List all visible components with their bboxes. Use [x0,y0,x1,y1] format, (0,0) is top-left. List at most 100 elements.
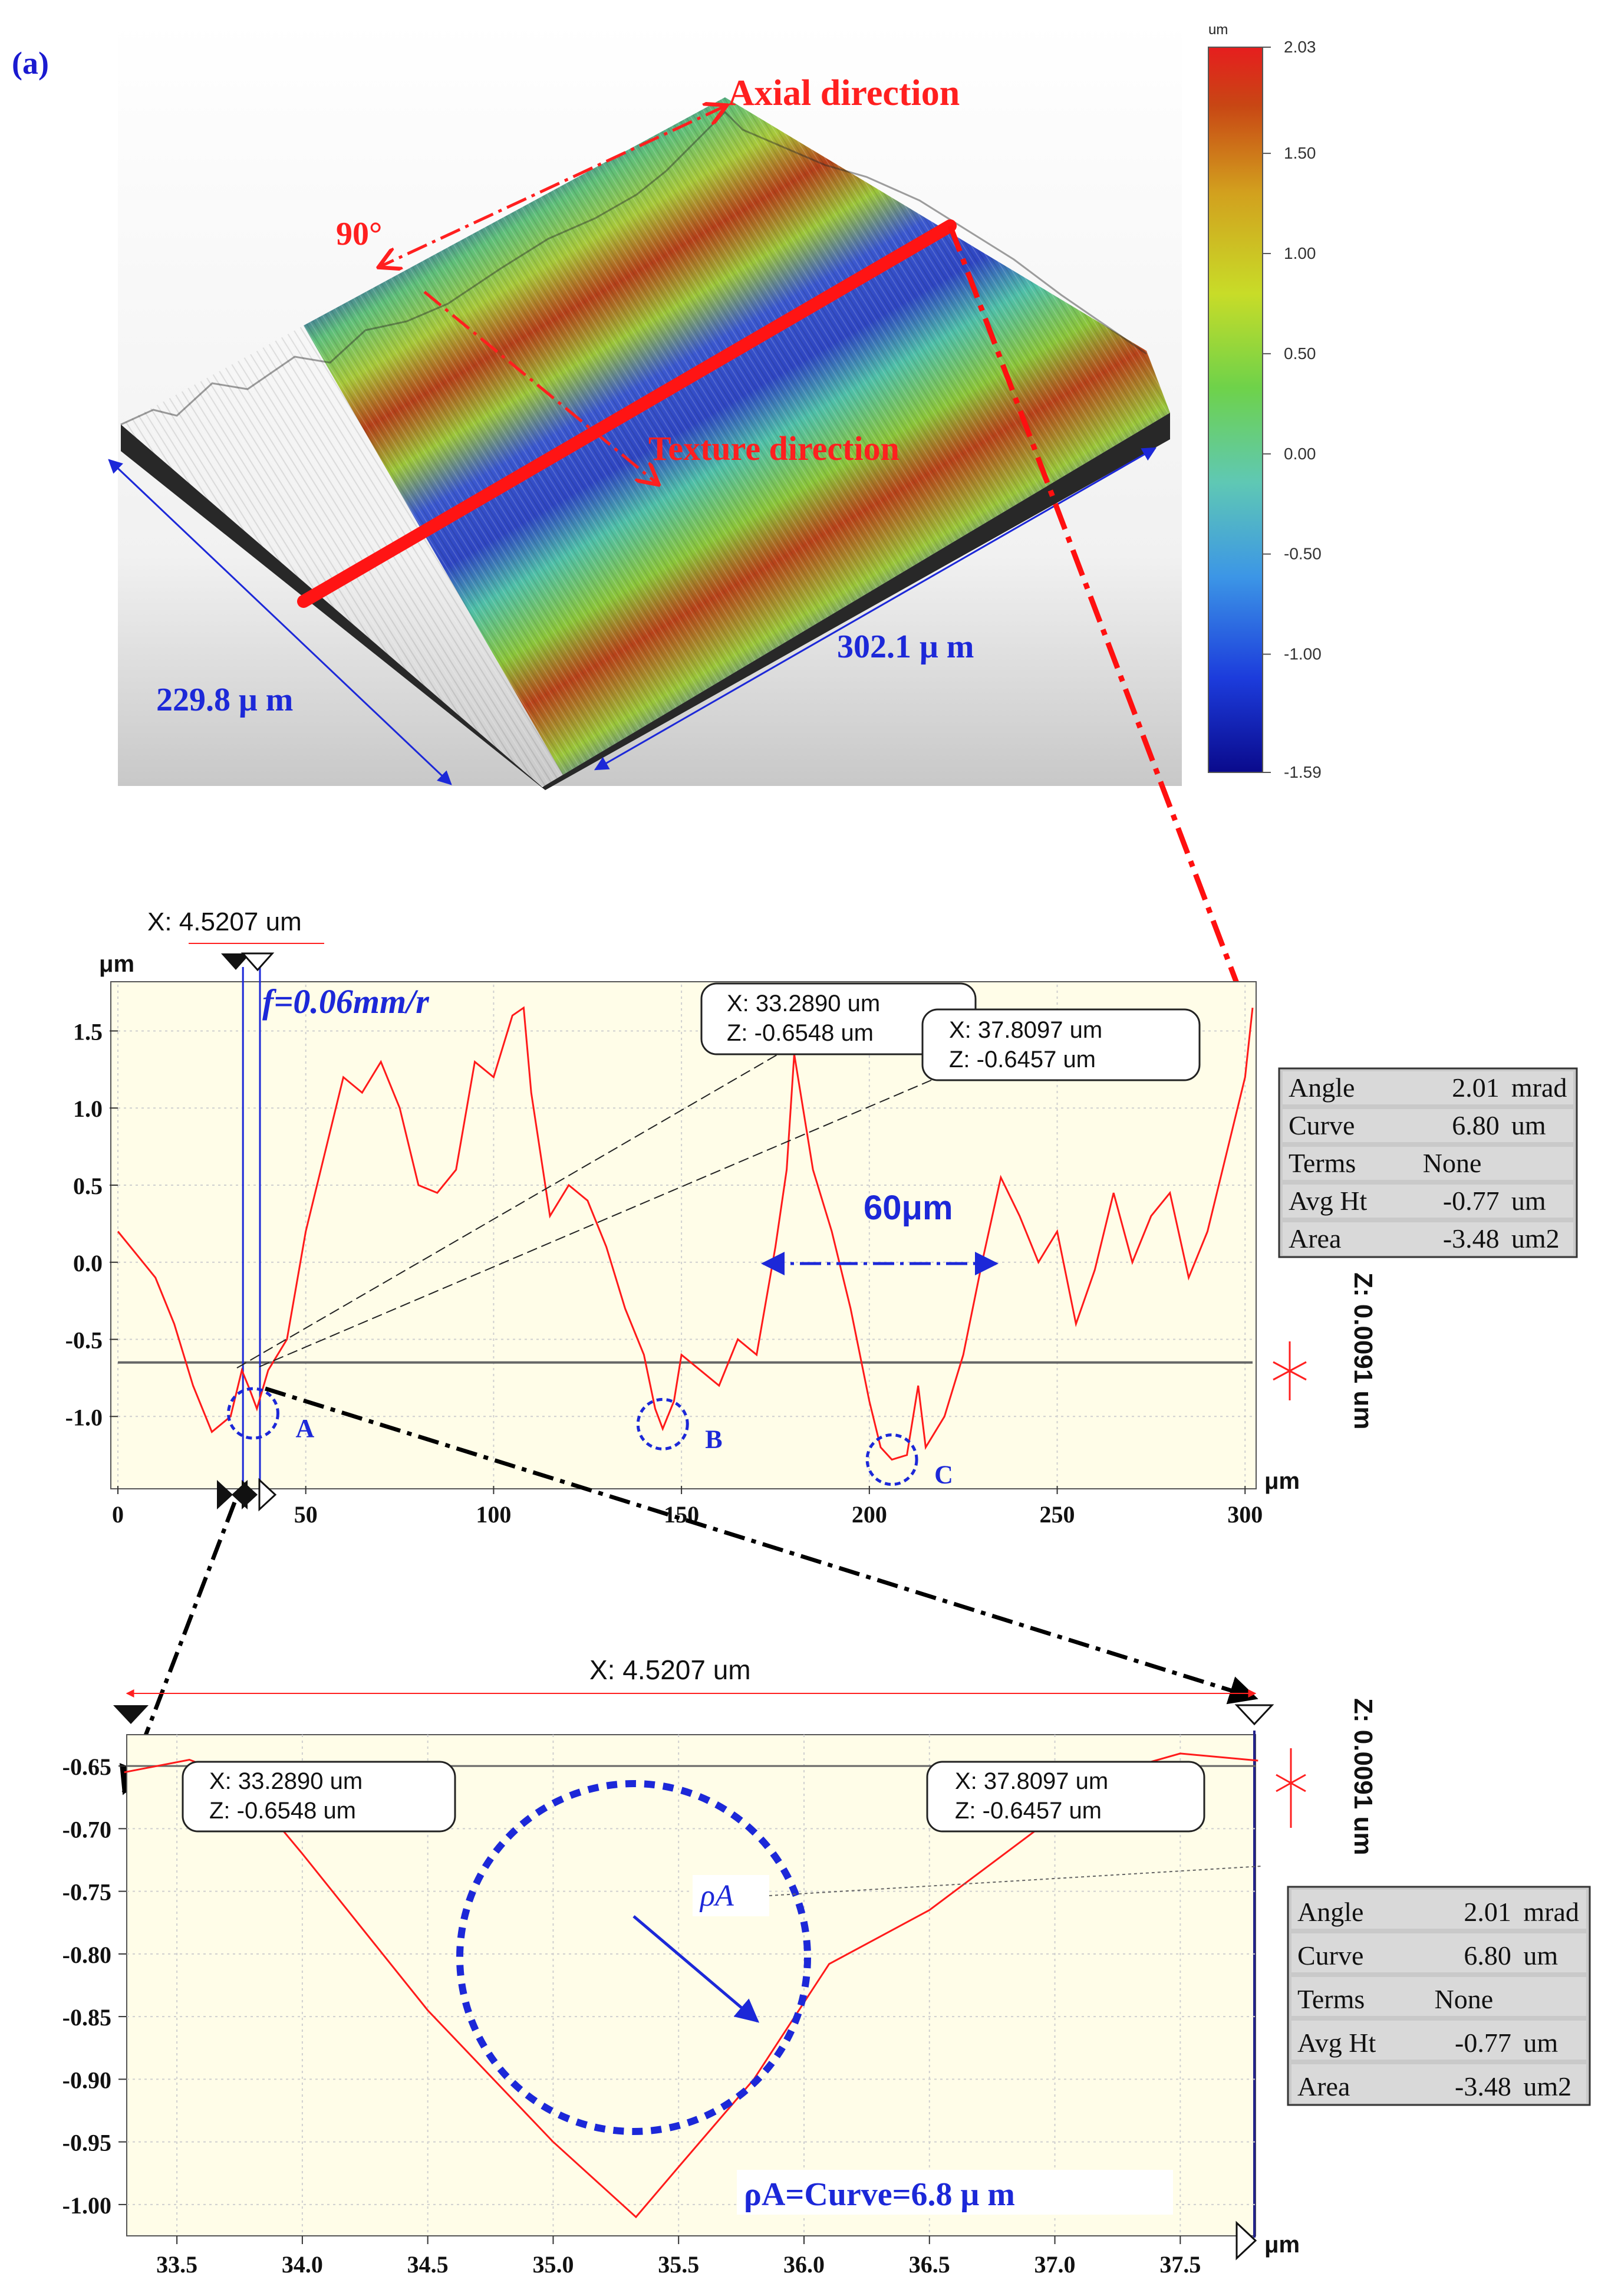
axial-direction-label: Axial direction [728,73,960,113]
colorbar: um 2.03 1.50 1.00 0.50 0.00 -0.50 -1.00 -1.59 [1208,22,1322,781]
x-tick-label: 100 [476,1501,511,1528]
x-tick-label: 37.0 [1034,2251,1076,2278]
zoom-z-marker [1276,1748,1306,1828]
valley-label: A [295,1414,314,1443]
zoom-x-unit: μm [1264,2232,1300,2258]
stats-unit: mrad [1511,1073,1567,1103]
stats-value: None [1435,1984,1494,2014]
colorbar-tick-label: 1.50 [1284,144,1316,162]
profile-series-line [117,1006,1254,1461]
y-tick-label: -0.90 [62,2067,111,2093]
x-tick-label: 33.5 [156,2251,197,2278]
depth-dimension-arrow [108,459,452,785]
texture-direction-label: Texture direction [648,429,900,468]
stats-unit: um2 [1523,2071,1571,2101]
valley-label: B [705,1425,722,1453]
stats-value: -3.48 [1455,2071,1511,2101]
y-tick-label: -0.95 [62,2130,111,2156]
stats-row [1283,1071,1573,1104]
x-tick-label: 35.5 [658,2251,699,2278]
y-tick-label: -1.0 [65,1404,103,1430]
zoom-stats-table: Angle 2.01 mrad Curve 6.80 um Terms None Avg Ht -… [1287,1886,1591,2106]
depth-dimension-label: 229.8 μ m [156,682,293,718]
y-tick-label: 1.5 [73,1018,103,1045]
stats-row [1283,1222,1573,1255]
profile-span-label: X: 4.5207 um [147,907,302,936]
stats-row [1291,2064,1586,2103]
x-tick-label: 36.0 [783,2251,825,2278]
zoom-z-readout: Z: 0.0091 um [1349,1698,1378,1856]
profile-z-readout: Z: 0.0091 um [1349,1272,1378,1430]
stats-value: 6.80 [1464,1940,1511,1971]
texture-direction-arrow [423,291,657,483]
stats-name: Avg Ht [1297,2028,1376,2058]
stats-value: 2.01 [1464,1897,1511,1927]
stats-name: Angle [1297,1897,1363,1927]
callout-right-x: X: 37.8097 um [949,1017,1102,1043]
colorbar-gradient [1208,47,1263,773]
profile-z-marker [1273,1341,1307,1400]
profile-cursor-marker-left [221,953,251,970]
callout-right-z: Z: -0.6457 um [949,1047,1096,1073]
stats-row [1283,1109,1573,1142]
stats-unit: um [1523,2028,1558,2058]
valley-circle [636,1397,689,1450]
profile-y-tick-labels: 1.5 1.0 0.5 0.0 -0.5 -1.0 [65,1018,103,1430]
profile-y-unit: μm [99,951,134,977]
y-tick-label: 0.0 [73,1250,103,1277]
stats-unit: um [1511,1110,1546,1140]
colorbar-tick-label: 0.00 [1284,445,1316,463]
zoom-callout-left-x: X: 33.2890 um [209,1768,363,1794]
zoom-callout-left-z: Z: -0.6548 um [209,1798,356,1824]
stats-unit: mrad [1523,1897,1579,1927]
profile-cursor-marker-right [240,952,275,972]
width-dimension-label: 302.1 μ m [837,629,974,665]
zoom-callout-right-x: X: 37.8097 um [955,1768,1108,1794]
colorbar-tick-label: -0.50 [1284,545,1322,563]
x-tick-label: 37.5 [1159,2251,1201,2278]
surface-3d-view: Axial direction 90° Texture direction 22… [108,21,1182,790]
y-tick-label: -0.65 [62,1754,111,1780]
zoom-callout-left [182,1761,456,1833]
x-tick-label: 0 [112,1501,124,1528]
valley-label: C [934,1461,953,1489]
colorbar-tick-label: -1.00 [1284,645,1322,663]
zoom-span-label: X: 4.5207 um [589,1654,751,1685]
stats-value: -0.77 [1455,2028,1511,2058]
colorbar-tick-label: -1.59 [1284,763,1322,781]
stats-value: None [1423,1148,1482,1178]
zoom-chart: 33.5 34.0 34.5 35.0 35.5 36.0 36.5 37.0 37.5 -0.… [62,1654,1591,2278]
stats-value: 6.80 [1452,1110,1500,1140]
stats-name: Angle [1289,1073,1355,1103]
profile-callout-right [921,1008,1201,1081]
y-tick-label: -0.75 [62,1879,111,1906]
stats-row [1291,1890,1586,1929]
stats-name: Avg Ht [1289,1186,1368,1216]
x-tick-label: 300 [1227,1501,1263,1528]
x-tick-label: 50 [294,1501,318,1528]
zoom-connector-right [264,1386,1258,1705]
panel-label: (a) [12,45,49,81]
y-tick-label: 0.5 [73,1173,103,1199]
stats-value: -0.77 [1443,1186,1500,1216]
radius-arrow [632,1915,760,2023]
y-tick-label: -1.00 [62,2192,111,2219]
callout-left-z: Z: -0.6548 um [727,1020,874,1046]
stats-name: Area [1289,1223,1341,1254]
colorbar-ticks: 2.03 1.50 1.00 0.50 0.00 -0.50 -1.00 -1.59 [1263,38,1322,781]
stats-row [1291,1933,1586,1972]
y-tick-label: -0.85 [62,2004,111,2031]
curvature-circle [456,1780,811,2135]
stats-row [1283,1185,1573,1218]
valley-circle [865,1433,918,1486]
stats-name: Terms [1297,1984,1365,2014]
zoom-callout-right [926,1761,1205,1833]
axial-direction-arrow [380,106,725,267]
curvature-result-label: ρA=Curve=6.8 μ m [744,2176,1015,2213]
stats-row [1283,1147,1573,1180]
stats-value: -3.48 [1443,1223,1500,1254]
stats-name: Curve [1297,1940,1363,1971]
width-dimension-arrow [594,447,1157,771]
y-tick-label: -0.80 [62,1942,111,1968]
